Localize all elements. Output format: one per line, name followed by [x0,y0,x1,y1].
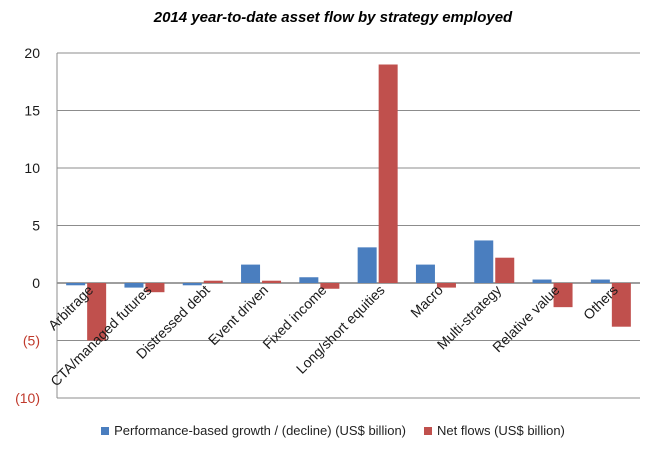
bar-performance [182,283,202,286]
legend-item-net-flows: Net flows (US$ billion) [424,423,565,438]
chart-legend: Performance-based growth / (decline) (US… [0,423,666,438]
y-tick-label: 10 [24,160,40,176]
bar-net-flows [553,283,573,308]
bar-net-flows [145,283,165,293]
bar-performance [590,279,610,283]
y-tick-label: 15 [24,103,40,119]
legend-item-performance: Performance-based growth / (decline) (US… [101,423,406,438]
bar-performance [474,240,494,283]
bar-performance [357,247,377,283]
bar-net-flows [495,257,515,283]
y-tick-label: 0 [32,275,40,291]
y-tick-label: 20 [24,45,40,61]
bar-performance [241,264,261,283]
bar-net-flows [320,283,340,289]
bar-performance [299,277,319,283]
y-tick-label: 5 [32,218,40,234]
y-tick-label: (5) [23,333,40,349]
bar-performance [415,264,435,283]
bar-performance [124,283,144,288]
legend-label-net-flows: Net flows (US$ billion) [437,423,565,438]
bar-performance [532,279,552,283]
legend-swatch-performance [101,426,110,435]
x-tick-label: Macro [407,282,446,321]
bar-net-flows [436,283,456,288]
chart-title: 2014 year-to-date asset flow by strategy… [153,9,513,26]
bar-net-flows [203,280,223,283]
bar-performance [66,283,86,286]
y-tick-label: (10) [15,390,40,406]
bar-net-flows [262,280,282,283]
bar-net-flows [611,283,631,327]
legend-label-performance: Performance-based growth / (decline) (US… [114,423,407,438]
bar-net-flows [87,283,107,341]
legend-swatch-net-flows [424,426,433,435]
bar-net-flows [378,64,398,283]
